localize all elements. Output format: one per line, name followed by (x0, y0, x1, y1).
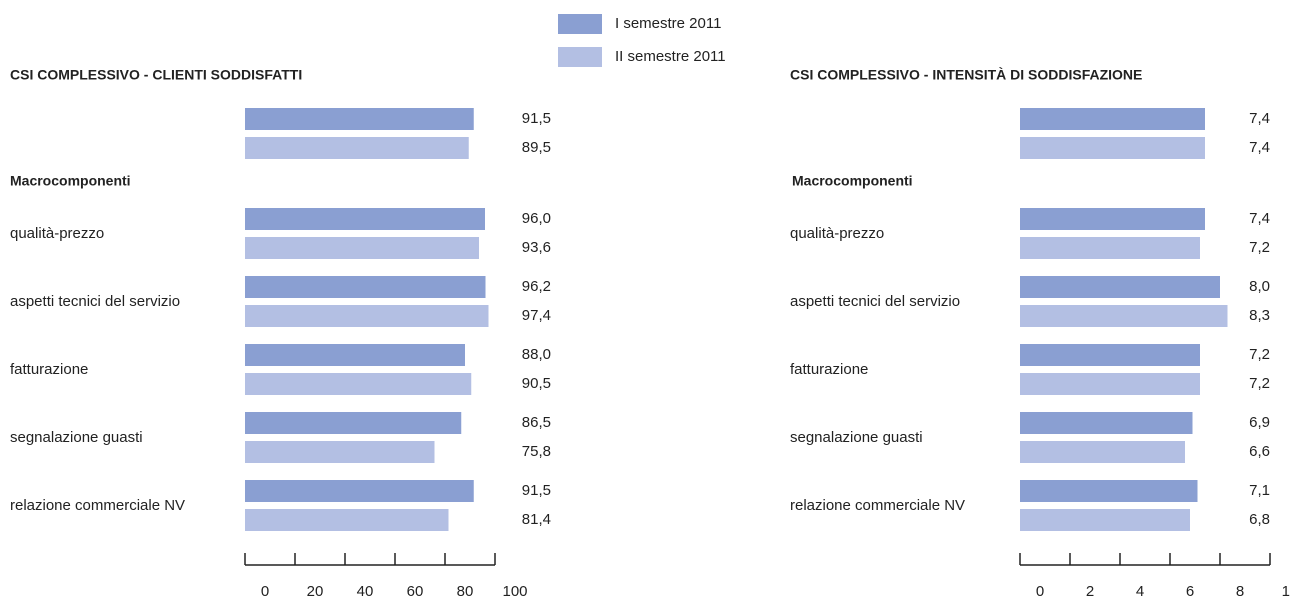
bar (1020, 480, 1198, 502)
bar (1020, 412, 1193, 434)
x-tick-label: 60 (407, 583, 424, 598)
value-label: 81,4 (522, 511, 551, 528)
category-label: fatturazione (10, 361, 88, 378)
value-label: 7,2 (1249, 239, 1270, 256)
value-label: 7,4 (1249, 139, 1270, 156)
bar (245, 208, 485, 230)
bar (245, 441, 435, 463)
bar (245, 108, 474, 130)
x-tick-label: 8 (1236, 583, 1244, 598)
value-label: 91,5 (522, 482, 551, 499)
x-tick-label: 80 (457, 583, 474, 598)
x-tick-label: 0 (1036, 583, 1044, 598)
legend-label: I semestre 2011 (615, 15, 721, 32)
value-label: 7,2 (1249, 375, 1270, 392)
bar (245, 137, 469, 159)
bar (1020, 137, 1205, 159)
x-tick-label: 0 (261, 583, 269, 598)
bar (245, 480, 474, 502)
value-label: 96,2 (522, 278, 551, 295)
bar (1020, 237, 1200, 259)
value-label: 8,3 (1249, 307, 1270, 324)
value-label: 91,5 (522, 110, 551, 127)
bar (1020, 509, 1190, 531)
section-label: Macrocomponenti (10, 173, 131, 189)
value-label: 93,6 (522, 239, 551, 256)
bar (1020, 373, 1200, 395)
value-label: 6,6 (1249, 443, 1270, 460)
value-label: 89,5 (522, 139, 551, 156)
value-label: 7,1 (1249, 482, 1270, 499)
category-label: aspetti tecnici del servizio (10, 293, 180, 310)
x-tick-label: 100 (502, 583, 527, 598)
value-label: 90,5 (522, 375, 551, 392)
value-label: 7,4 (1249, 210, 1270, 227)
value-label: 86,5 (522, 414, 551, 431)
value-label: 6,8 (1249, 511, 1270, 528)
legend-label: II semestre 2011 (615, 48, 726, 65)
bar (245, 509, 449, 531)
bar (1020, 208, 1205, 230)
bar (245, 344, 465, 366)
bar (1020, 441, 1185, 463)
x-tick-label: 2 (1086, 583, 1094, 598)
x-tick-label: 10 (1282, 583, 1290, 598)
x-tick-label: 6 (1186, 583, 1194, 598)
value-label: 7,2 (1249, 346, 1270, 363)
legend-swatch (558, 47, 602, 67)
value-label: 97,4 (522, 307, 551, 324)
value-label: 96,0 (522, 210, 551, 227)
category-label: segnalazione guasti (790, 429, 923, 446)
x-tick-label: 4 (1136, 583, 1144, 598)
value-label: 88,0 (522, 346, 551, 363)
x-tick-label: 40 (357, 583, 374, 598)
category-label: relazione commerciale NV (790, 497, 965, 514)
bar (1020, 344, 1200, 366)
bar (245, 237, 479, 259)
x-tick-label: 20 (307, 583, 324, 598)
category-label: relazione commerciale NV (10, 497, 185, 514)
value-label: 7,4 (1249, 110, 1270, 127)
category-label: aspetti tecnici del servizio (790, 293, 960, 310)
bar (1020, 108, 1205, 130)
value-label: 75,8 (522, 443, 551, 460)
category-label: qualità-prezzo (790, 225, 884, 242)
section-label: Macrocomponenti (792, 173, 913, 189)
bar (245, 276, 486, 298)
value-label: 6,9 (1249, 414, 1270, 431)
value-label: 8,0 (1249, 278, 1270, 295)
category-label: fatturazione (790, 361, 868, 378)
bar (1020, 305, 1228, 327)
legend-swatch (558, 14, 602, 34)
bar (245, 305, 489, 327)
bar (245, 412, 462, 434)
category-label: segnalazione guasti (10, 429, 143, 446)
chart-title: CSI COMPLESSIVO - CLIENTI SODDISFATTI (10, 67, 302, 83)
bar (1020, 276, 1220, 298)
bar (245, 373, 472, 395)
chart-title: CSI COMPLESSIVO - INTENSITÀ DI SODDISFAZ… (790, 67, 1142, 83)
category-label: qualità-prezzo (10, 225, 104, 242)
